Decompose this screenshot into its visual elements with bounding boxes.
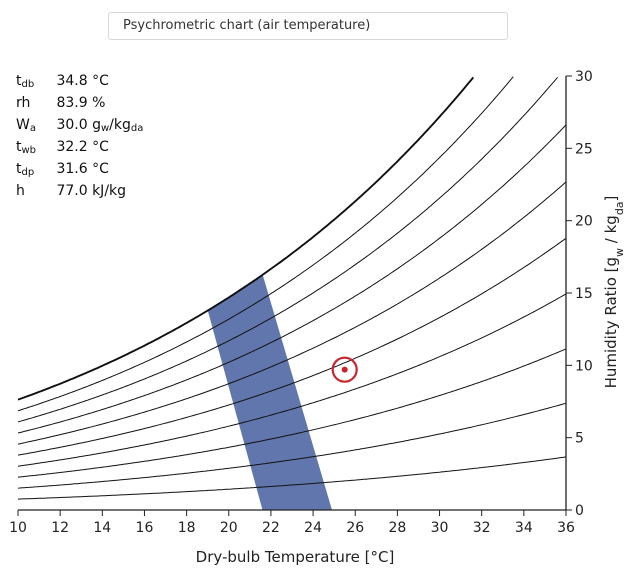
y-tick-label: 30 [575,69,593,85]
x-tick-label: 14 [93,520,111,536]
y-tick-label: 15 [575,286,593,302]
readout-unit: gw/kgda [92,117,144,134]
x-tick-label: 30 [431,520,449,536]
readout-row-tdp: tdp 31.6 °C [16,158,143,180]
x-tick-label: 32 [473,520,491,536]
readout-row-h: h 77.0 kJ/kg [16,180,143,202]
y-tick-label: 10 [575,358,593,374]
marker-dot [341,366,348,373]
y-tick-label: 0 [575,503,584,519]
rh-curve-60 [17,181,567,445]
readout-unit: °C [92,73,109,89]
readout-unit: °C [92,161,109,177]
rh-curve-30 [17,348,567,478]
readout-unit: % [92,95,106,111]
y-tick-label: 20 [575,214,593,230]
readout-symbol: t [16,73,22,89]
x-tick-label: 24 [304,520,322,536]
x-tick-label: 36 [557,520,575,536]
x-tick-label: 18 [178,520,196,536]
readout-symbol: W [16,117,30,133]
x-tick-label: 12 [51,520,69,536]
readout-row-wa: Wa 30.0 gw/kgda [16,114,143,136]
readout-row-tdb: tdb 34.8 °C [16,70,143,92]
readout-subscript: db [21,79,35,90]
chart-title: Psychrometric chart (air temperature) [123,18,371,33]
readout-subscript: wb [21,145,37,156]
readout-symbol: h [16,183,25,199]
x-tick-label: 26 [346,520,364,536]
y-tick-label: 25 [575,141,593,157]
readout-symbol: rh [16,95,31,111]
rh-curve-90 [17,76,514,412]
x-tick-label: 20 [220,520,238,536]
readout-value: 31.6 [56,161,88,177]
x-tick-label: 28 [388,520,406,536]
rh-curve-20 [17,402,567,489]
readout-row-rh: rh 83.9 % [16,92,143,114]
readout-value: 30.0 [56,117,88,133]
readout-value: 32.2 [56,139,88,155]
rh-curve-40 [17,293,567,467]
x-tick-label: 34 [515,520,533,536]
rh-curve-10 [17,456,567,500]
y-tick-label: 5 [575,431,584,447]
y-axis-label: Humidity Ratio [gw / kgda] [602,196,626,389]
readout-value: 34.8 [56,73,88,89]
readout-panel: tdb 34.8 °C rh 83.9 % Wa 30.0 gw/kgda tw… [16,70,143,202]
rh-curve-70 [17,124,567,434]
marker-ring [331,356,358,383]
comfort-zone [207,274,332,510]
rh-curve-50 [17,237,567,456]
readout-unit: °C [92,139,109,155]
x-tick-label: 22 [262,520,280,536]
chart-title-box: Psychrometric chart (air temperature) [108,12,508,40]
rh-curve-100 [17,76,475,401]
x-tick-label: 16 [136,520,154,536]
readout-value: 83.9 [56,95,88,111]
readout-value: 77.0 [56,183,88,199]
readout-subscript: a [29,123,36,134]
readout-symbol: t [16,139,22,155]
rh-curve-80 [17,76,558,423]
x-tick-label: 10 [9,520,27,536]
readout-row-twb: twb 32.2 °C [16,136,143,158]
readout-unit: kJ/kg [92,183,127,199]
readout-subscript: dp [21,167,35,178]
readout-symbol: t [16,161,22,177]
x-axis-label: Dry-bulb Temperature [°C] [196,548,395,566]
